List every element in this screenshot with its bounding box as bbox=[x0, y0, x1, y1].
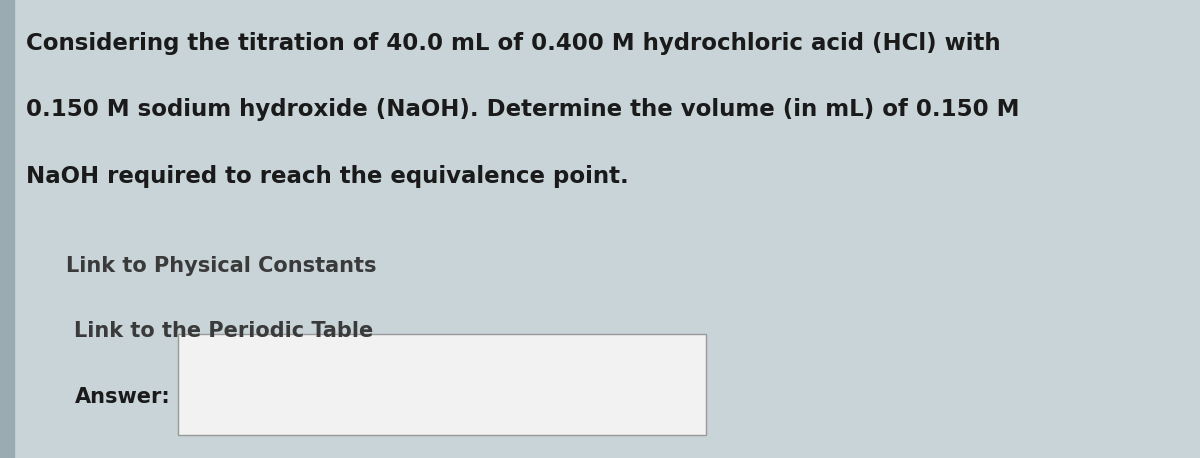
Text: Link to the Periodic Table: Link to the Periodic Table bbox=[74, 321, 373, 341]
Text: Answer:: Answer: bbox=[74, 387, 170, 407]
Bar bbox=[0, 0, 14, 458]
Text: 0.150 M sodium hydroxide (NaOH). Determine the volume (in mL) of 0.150 M: 0.150 M sodium hydroxide (NaOH). Determi… bbox=[26, 98, 1020, 121]
Text: Link to Physical Constants: Link to Physical Constants bbox=[66, 256, 377, 277]
FancyBboxPatch shape bbox=[178, 334, 706, 435]
Text: NaOH required to reach the equivalence point.: NaOH required to reach the equivalence p… bbox=[26, 165, 629, 188]
Text: Considering the titration of 40.0 mL of 0.400 M hydrochloric acid (HCl) with: Considering the titration of 40.0 mL of … bbox=[26, 32, 1001, 55]
